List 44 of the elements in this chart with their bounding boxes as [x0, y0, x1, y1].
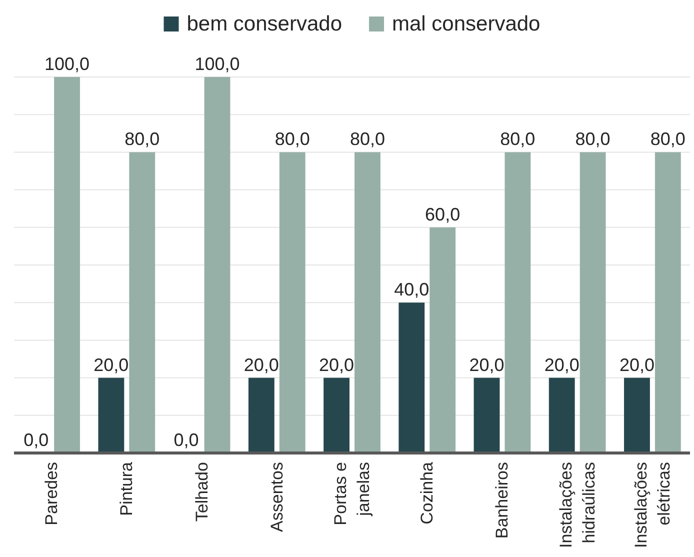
- data-label: 100,0: [44, 54, 90, 74]
- data-label: 20,0: [619, 354, 654, 375]
- data-label: 20,0: [94, 354, 129, 375]
- bar: [129, 152, 156, 453]
- bar: [504, 152, 531, 453]
- bar: [324, 378, 350, 453]
- data-label: 100,0: [194, 54, 240, 74]
- bar: [204, 77, 230, 453]
- bar: [430, 227, 456, 453]
- data-label: 20,0: [319, 354, 354, 375]
- bar: [98, 378, 124, 453]
- bar: [624, 378, 650, 453]
- data-label: 0,0: [24, 430, 49, 450]
- x-tick-label: Assentos: [267, 462, 286, 532]
- bar: [580, 152, 606, 453]
- legend-label: mal conservado: [392, 12, 540, 36]
- x-tick-label: Paredes: [42, 462, 62, 526]
- bar: [354, 152, 380, 453]
- data-label: 20,0: [544, 354, 580, 375]
- data-label: 80,0: [500, 129, 536, 150]
- data-label: 80,0: [575, 129, 610, 150]
- data-label: 80,0: [350, 129, 385, 150]
- data-label: 80,0: [274, 129, 310, 150]
- x-tick-label: Instalações hidraúlicas: [556, 462, 598, 548]
- data-label: 40,0: [394, 280, 430, 300]
- bar: [548, 378, 575, 453]
- data-label: 80,0: [124, 129, 160, 150]
- bar: [654, 152, 681, 453]
- legend-label: bem conservado: [186, 12, 342, 36]
- bar: [248, 378, 274, 453]
- bar: [54, 77, 80, 453]
- x-tick-label: Telhado: [192, 462, 212, 522]
- data-label: 60,0: [425, 204, 460, 224]
- x-tick-label: Banheiros: [492, 462, 512, 539]
- x-tick-label: Cozinha: [418, 461, 437, 524]
- bar: [279, 152, 306, 453]
- bar: [474, 378, 500, 453]
- data-label: 80,0: [650, 129, 686, 150]
- data-label: 20,0: [469, 354, 504, 375]
- data-label: 0,0: [174, 430, 199, 450]
- x-tick-label: Pintura: [117, 461, 136, 516]
- bar: [398, 302, 425, 453]
- x-tick-label: Portas e janelas: [331, 462, 373, 526]
- data-label: 20,0: [244, 354, 279, 375]
